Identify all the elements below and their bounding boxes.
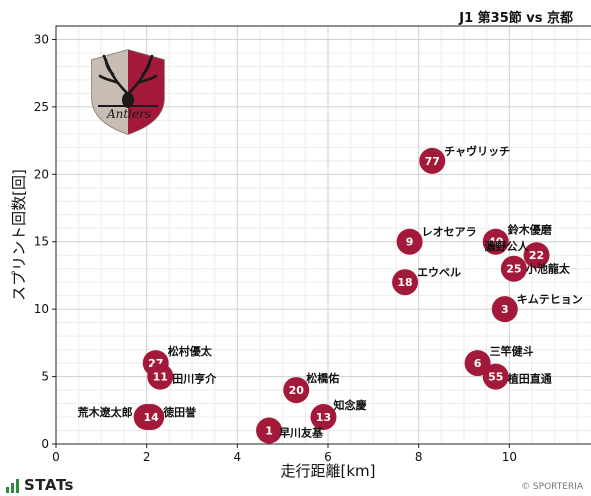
brand-name: STATs: [24, 476, 74, 494]
point-number-label: 20: [289, 384, 305, 397]
data-point: 40 鈴木優磨: [482, 223, 553, 255]
match-title: J1 第35節 vs 京都: [459, 11, 573, 26]
point-name-label: 小池龍太: [525, 262, 571, 276]
point-name-label: 松村優太: [168, 344, 213, 358]
data-point: 3 キムテヒョン: [491, 293, 583, 323]
point-marker: [310, 404, 337, 431]
point-number-label: 6: [474, 357, 482, 370]
point-marker: [491, 296, 518, 323]
data-point: 1 早川友基: [256, 417, 324, 444]
data-point: 6 三竿健斗: [464, 344, 534, 377]
point-number-label: 25: [506, 263, 521, 276]
y-tick-label: 20: [34, 167, 49, 181]
point-name-label: 鈴木優磨: [508, 223, 553, 237]
point-number-label: 18: [397, 276, 412, 289]
point-number-label: 1: [265, 425, 273, 438]
x-axis-label: 走行距離[km]: [280, 462, 375, 480]
y-tick-label: 25: [34, 100, 49, 114]
point-number-label: 11: [153, 371, 168, 384]
x-axis-ticks: 024681012: [52, 444, 517, 464]
point-marker: [392, 269, 419, 296]
point-name-label: キムテヒョン: [517, 293, 583, 306]
point-marker: [147, 363, 174, 390]
point-number-label: 77: [425, 155, 440, 168]
stats-logo: STATs: [6, 478, 74, 493]
point-marker: [419, 147, 446, 174]
point-name-label: 濃野公人: [485, 239, 530, 253]
major-grid: [55, 26, 591, 445]
point-name-label: 松橋佑: [306, 371, 339, 385]
data-point: 77 チャヴリッチ: [419, 144, 510, 174]
kashima-antlers-crest-icon: Antlers: [91, 49, 165, 135]
point-name-label: 徳田誉: [162, 405, 197, 419]
point-name-label: 荒木遼太郎: [77, 405, 133, 419]
x-tick-label: 6: [324, 450, 332, 464]
point-number-label: 3: [501, 303, 509, 316]
stats-bars-icon: [6, 479, 19, 493]
point-marker: [500, 255, 527, 282]
point-marker: [138, 404, 165, 431]
y-axis-label: スプリント回数[回]: [10, 169, 28, 301]
data-point: 25 小池龍太: [500, 255, 571, 282]
point-marker: [256, 417, 283, 444]
x-tick-label: 8: [415, 450, 423, 464]
point-name-label: エウベル: [417, 266, 461, 279]
data-point: 55 植田直通: [482, 363, 552, 390]
point-name-label: 早川友基: [279, 426, 324, 440]
x-tick-label: 4: [234, 450, 242, 464]
y-tick-label: 15: [34, 235, 49, 249]
point-name-label: チャヴリッチ: [444, 144, 510, 158]
crest-text: Antlers: [106, 107, 151, 121]
point-marker: [464, 350, 491, 377]
point-marker: [283, 377, 310, 404]
point-marker: [396, 228, 423, 255]
x-tick-label: 2: [143, 450, 151, 464]
point-number-label: 13: [316, 411, 331, 424]
point-name-label: 田川亨介: [172, 372, 217, 386]
point-marker: [523, 242, 550, 269]
copyright-text: © SPORTERIA: [521, 482, 583, 492]
y-tick-label: 0: [41, 437, 49, 451]
data-point: 14 徳田誉: [138, 404, 197, 431]
x-tick-label: 0: [52, 450, 60, 464]
point-number-label: 14: [144, 411, 160, 424]
y-axis-ticks: 0 5 10 15 20 25 30: [34, 32, 56, 451]
point-number-label: 22: [529, 249, 544, 262]
point-number-label: 55: [488, 371, 503, 384]
x-tick-label: 10: [502, 450, 517, 464]
point-number-label: 40: [488, 236, 504, 249]
data-point: 9 レオセアラ: [396, 226, 477, 255]
point-name-label: 三竿健斗: [490, 344, 534, 358]
point-number-label: 9: [406, 236, 414, 249]
point-marker: [482, 228, 509, 255]
point-name-label: レオセアラ: [422, 226, 477, 239]
y-tick-label: 30: [34, 32, 49, 46]
y-tick-label: 10: [34, 302, 49, 316]
data-point: 11 田川亨介: [147, 363, 217, 390]
data-point: 18 エウベル: [392, 266, 461, 296]
point-name-label: 植田直通: [507, 372, 552, 386]
point-marker: [482, 363, 509, 390]
y-tick-label: 5: [41, 370, 49, 384]
point-name-label: 知念慶: [332, 398, 366, 412]
